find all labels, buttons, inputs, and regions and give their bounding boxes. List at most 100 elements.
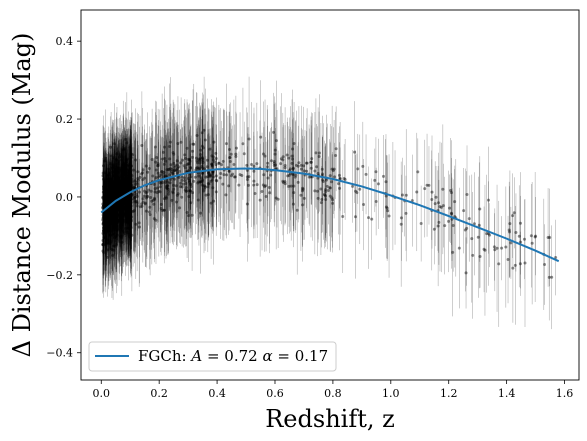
data-point bbox=[533, 171, 537, 303]
data-marker bbox=[129, 197, 133, 201]
data-marker bbox=[328, 174, 332, 178]
data-point bbox=[209, 128, 213, 222]
data-marker bbox=[114, 186, 118, 190]
data-marker bbox=[118, 188, 122, 192]
data-point bbox=[272, 92, 276, 172]
data-marker bbox=[171, 191, 175, 195]
data-marker bbox=[192, 142, 196, 146]
data-marker bbox=[119, 213, 123, 217]
data-point bbox=[119, 142, 123, 233]
data-marker bbox=[102, 221, 106, 225]
data-point bbox=[175, 126, 179, 214]
data-point bbox=[492, 213, 496, 281]
data-marker bbox=[174, 168, 178, 172]
data-marker bbox=[506, 258, 510, 262]
data-marker bbox=[113, 188, 117, 192]
data-point bbox=[107, 160, 111, 245]
data-marker bbox=[118, 201, 122, 205]
data-point bbox=[103, 176, 107, 222]
data-marker bbox=[124, 177, 128, 181]
data-point bbox=[173, 120, 177, 212]
data-point bbox=[211, 123, 215, 196]
data-marker bbox=[101, 171, 105, 175]
data-point bbox=[451, 188, 455, 317]
data-marker bbox=[147, 210, 151, 214]
data-marker bbox=[104, 219, 108, 223]
data-marker bbox=[135, 201, 139, 205]
data-point bbox=[504, 186, 508, 308]
legend-a-symbol: A bbox=[189, 347, 202, 365]
data-marker bbox=[430, 190, 434, 194]
data-marker bbox=[116, 162, 120, 166]
data-marker bbox=[166, 192, 170, 196]
data-point bbox=[265, 109, 269, 224]
data-marker bbox=[274, 196, 278, 200]
data-marker bbox=[328, 186, 332, 190]
data-marker bbox=[127, 202, 131, 206]
data-marker bbox=[148, 205, 152, 209]
data-marker bbox=[151, 174, 155, 178]
data-marker bbox=[114, 217, 118, 221]
data-marker bbox=[200, 131, 204, 135]
data-marker bbox=[247, 175, 251, 179]
x-tick-label: 0.6 bbox=[266, 387, 284, 400]
y-tick-label: −0.2 bbox=[46, 269, 73, 282]
data-point bbox=[107, 151, 111, 235]
data-marker bbox=[107, 191, 111, 195]
data-marker bbox=[522, 237, 526, 241]
data-point bbox=[109, 188, 113, 252]
data-point bbox=[105, 212, 109, 274]
data-point bbox=[109, 145, 113, 225]
data-point bbox=[109, 162, 113, 262]
data-point bbox=[463, 168, 467, 292]
x-tick-label: 0.4 bbox=[208, 387, 226, 400]
data-point bbox=[115, 133, 119, 206]
data-marker bbox=[175, 159, 179, 163]
data-marker bbox=[106, 189, 110, 193]
data-marker bbox=[330, 167, 334, 171]
data-marker bbox=[225, 173, 229, 177]
data-marker bbox=[374, 170, 378, 174]
data-point bbox=[108, 150, 112, 214]
data-point bbox=[124, 163, 128, 242]
data-point bbox=[507, 181, 511, 279]
data-point bbox=[310, 112, 314, 205]
data-marker bbox=[214, 163, 218, 167]
data-marker bbox=[106, 211, 110, 215]
data-marker bbox=[451, 223, 455, 227]
data-point bbox=[290, 99, 294, 213]
data-marker bbox=[313, 189, 317, 193]
data-point bbox=[319, 122, 323, 255]
data-marker bbox=[129, 198, 133, 202]
data-point bbox=[179, 138, 183, 229]
data-point bbox=[106, 188, 110, 247]
data-marker bbox=[127, 171, 131, 175]
data-point bbox=[118, 181, 122, 225]
data-marker bbox=[264, 184, 268, 188]
data-point bbox=[170, 135, 174, 204]
data-marker bbox=[508, 222, 512, 226]
data-marker bbox=[211, 175, 215, 179]
data-point bbox=[105, 185, 109, 245]
data-point bbox=[266, 125, 270, 201]
data-marker bbox=[302, 169, 306, 173]
data-marker bbox=[124, 137, 128, 141]
data-marker bbox=[120, 155, 124, 159]
data-marker bbox=[333, 175, 337, 179]
data-point bbox=[364, 134, 368, 215]
data-marker bbox=[163, 145, 167, 149]
data-marker bbox=[250, 163, 254, 167]
data-marker bbox=[321, 172, 325, 176]
data-marker bbox=[103, 183, 107, 187]
data-point bbox=[281, 123, 285, 242]
data-marker bbox=[241, 142, 245, 146]
data-marker bbox=[112, 222, 116, 226]
data-point bbox=[316, 126, 320, 257]
data-point bbox=[128, 170, 132, 233]
data-marker bbox=[102, 251, 106, 255]
data-point bbox=[453, 169, 457, 235]
data-point bbox=[320, 137, 324, 202]
data-marker bbox=[293, 175, 297, 179]
data-marker bbox=[207, 182, 211, 186]
data-marker bbox=[214, 157, 218, 161]
